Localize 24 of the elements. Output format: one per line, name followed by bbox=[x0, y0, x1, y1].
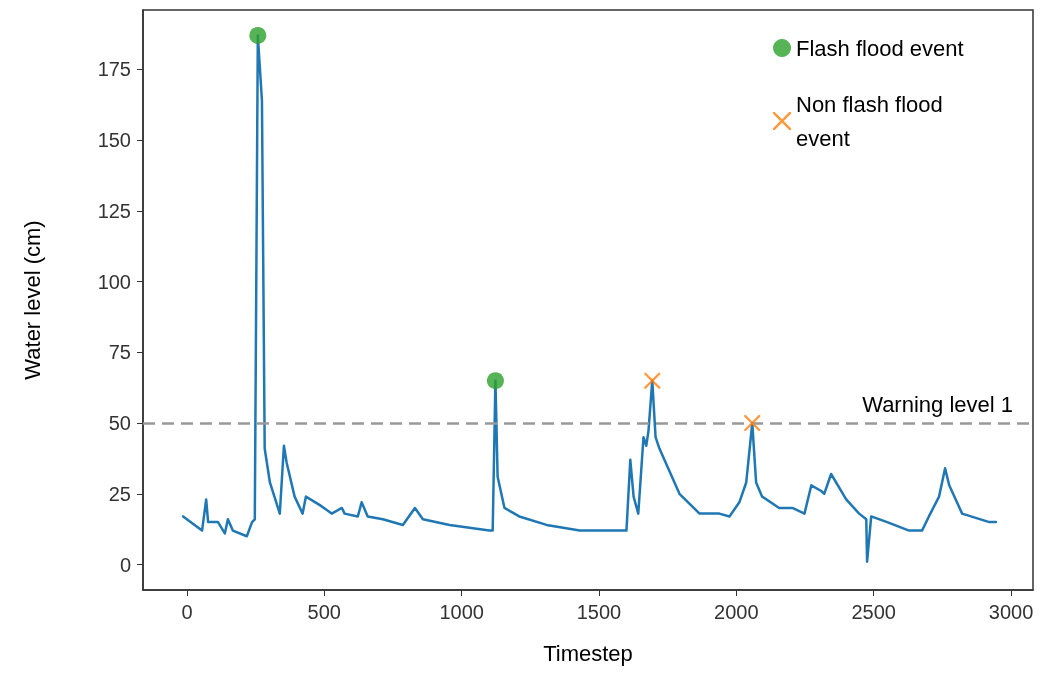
y-tick-label: 75 bbox=[108, 341, 131, 364]
x-tick-label: 1500 bbox=[576, 601, 622, 623]
x-tick-label: 2500 bbox=[851, 601, 896, 623]
x-axis-title: Timestep bbox=[543, 640, 633, 666]
y-tick-label: 50 bbox=[108, 412, 131, 435]
y-tick-label: 0 bbox=[119, 553, 131, 576]
y-tick-label: 100 bbox=[97, 270, 131, 293]
x-tick-label: 3000 bbox=[988, 601, 1034, 623]
y-tick-label: 125 bbox=[97, 199, 131, 222]
legend-label: Non flash flood event bbox=[796, 91, 949, 151]
point bbox=[744, 415, 761, 432]
x-tick-label: 2000 bbox=[714, 601, 759, 623]
x-tick-label: 1000 bbox=[439, 601, 484, 623]
point bbox=[486, 372, 504, 390]
y-tick-label: 25 bbox=[108, 482, 131, 505]
y-tick-label: 150 bbox=[97, 129, 131, 152]
ref-line-label: Warning level 1 bbox=[862, 391, 1013, 417]
point bbox=[249, 26, 267, 44]
y-tick-label: 175 bbox=[97, 58, 131, 81]
point bbox=[644, 372, 661, 389]
x-tick-label: 500 bbox=[307, 601, 341, 623]
legend-label: Flash flood event bbox=[796, 35, 964, 61]
y-axis-title: Water level (cm) bbox=[19, 220, 45, 380]
x-tick-label: 0 bbox=[181, 601, 193, 623]
